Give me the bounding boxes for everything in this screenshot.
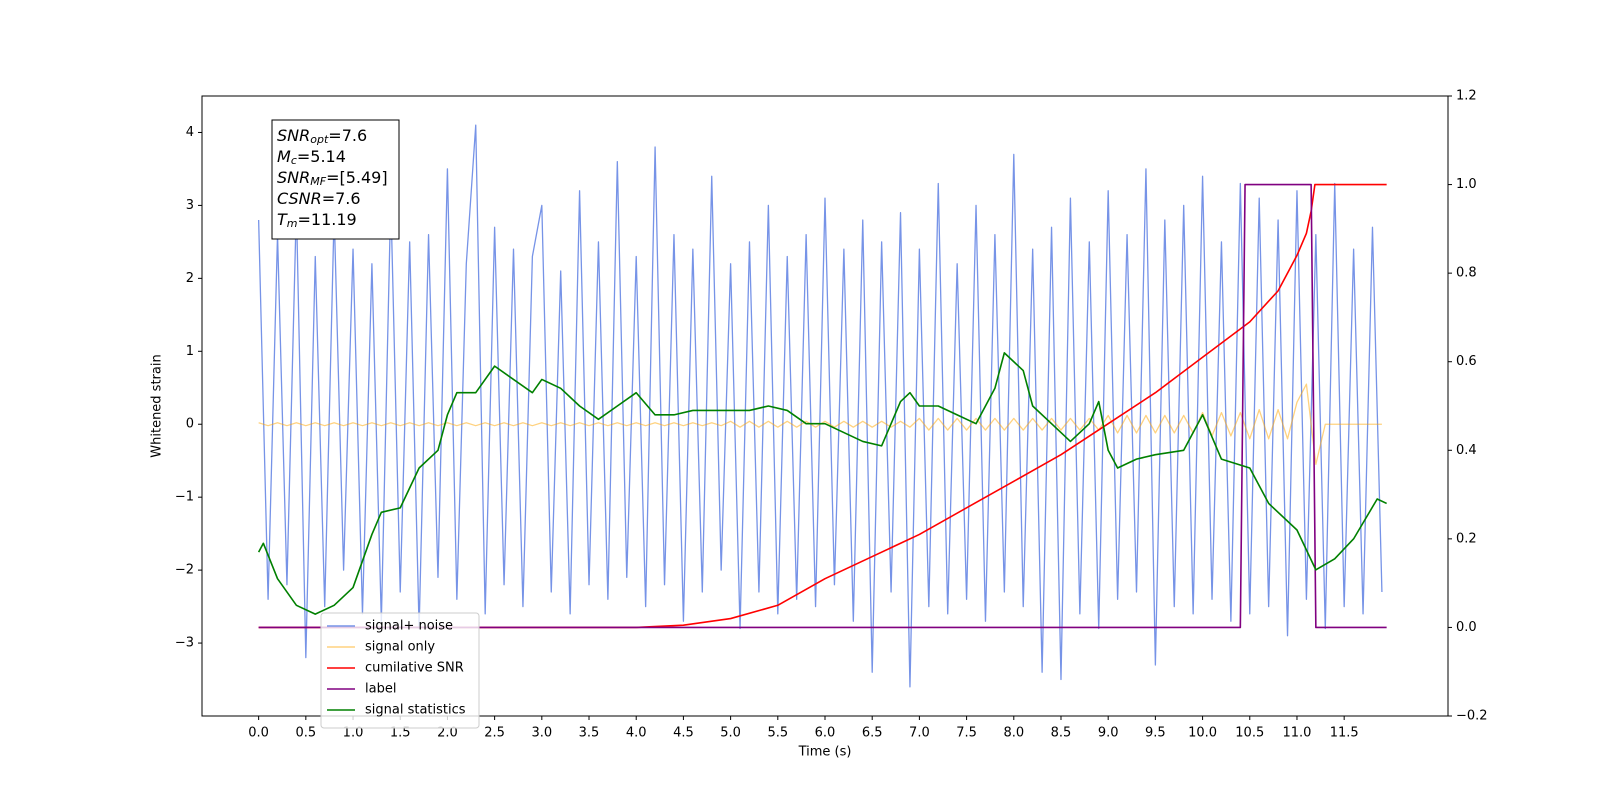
- annotation-base: SNR: [277, 126, 310, 145]
- series-line: [258, 183, 1387, 629]
- annotation-sub: c: [291, 154, 297, 167]
- legend-label: cumilative SNR: [365, 661, 464, 676]
- x-tick-label: 8.0: [1003, 726, 1024, 741]
- plot-lines: [257, 124, 1387, 688]
- annotation: CSNR=7.6: [277, 189, 361, 208]
- x-tick-label: 5.0: [720, 726, 741, 741]
- series-line: [257, 124, 1383, 688]
- x-tick-label: 10.5: [1235, 726, 1264, 741]
- x-tick-label: 5.5: [767, 726, 788, 741]
- x-tick-label: 2.0: [437, 726, 458, 741]
- annotation: SNRMF=[5.49]: [277, 168, 388, 189]
- y2-tick-label: 0.0: [1456, 620, 1477, 635]
- series-line: [258, 183, 1387, 629]
- y-tick-label: 3: [186, 198, 194, 213]
- x-tick-label: 7.0: [909, 726, 930, 741]
- x-tick-label: 10.0: [1188, 726, 1217, 741]
- y-tick-label: 2: [186, 271, 194, 286]
- annotation-base: CSNR: [277, 189, 322, 208]
- y-tick-label: −3: [175, 636, 194, 651]
- annotation-base: T: [277, 210, 288, 229]
- x-tick-label: 0.0: [248, 726, 269, 741]
- x-tick-label: 3.5: [579, 726, 600, 741]
- legend-label: label: [365, 682, 396, 697]
- annotation-sub: opt: [310, 133, 329, 146]
- y2-tick-label: −0.2: [1456, 709, 1488, 724]
- annotation-text: =7.6: [322, 189, 361, 208]
- y-tick-label: 1: [186, 344, 194, 359]
- x-tick-label: 4.5: [673, 726, 694, 741]
- annotation-text: =5.14: [297, 147, 346, 166]
- annotation-box: [271, 119, 400, 240]
- y-tick-label: 4: [186, 125, 194, 140]
- x-tick-label: 1.5: [390, 726, 411, 741]
- legend-label: signal only: [365, 640, 435, 655]
- x-tick-label: 11.0: [1282, 726, 1311, 741]
- y-tick-label: −2: [175, 563, 194, 578]
- annotation: Mc=5.14: [277, 147, 346, 168]
- x-tick-label: 1.0: [343, 726, 364, 741]
- y2-tick-label: 1.2: [1456, 89, 1477, 104]
- annotation-sub: m: [287, 217, 298, 230]
- y-tick-label: −1: [175, 490, 194, 505]
- x-tick-label: 0.5: [295, 726, 316, 741]
- y2-tick-label: 0.8: [1456, 266, 1477, 281]
- legend-box: [320, 612, 480, 729]
- x-tick-label: 2.5: [484, 726, 505, 741]
- y2-tick-label: 1.0: [1456, 177, 1477, 192]
- x-tick-label: 9.0: [1098, 726, 1119, 741]
- x-tick-label: 7.5: [956, 726, 977, 741]
- x-tick-label: 11.5: [1330, 726, 1359, 741]
- x-tick-label: 6.0: [815, 726, 836, 741]
- legend-label: signal+ noise: [365, 619, 453, 634]
- y-axis-label: Whitened strain: [150, 354, 165, 457]
- x-tick-label: 6.5: [862, 726, 883, 741]
- x-axis-label: Time (s): [798, 745, 852, 760]
- annotation-text: =7.6: [328, 126, 367, 145]
- y-tick-label: 0: [186, 417, 194, 432]
- annotation-text: =11.19: [298, 210, 357, 229]
- annotation: SNRopt=7.6: [277, 126, 367, 147]
- annotation: Tm=11.19: [277, 210, 357, 231]
- x-tick-label: 4.0: [626, 726, 647, 741]
- x-tick-label: 8.5: [1051, 726, 1072, 741]
- annotation-base: M: [277, 147, 291, 166]
- legend-label: signal statistics: [365, 703, 466, 718]
- series-line: [257, 352, 1387, 615]
- annotation-base: SNR: [277, 168, 310, 187]
- x-tick-label: 3.0: [531, 726, 552, 741]
- y2-tick-label: 0.4: [1456, 443, 1477, 458]
- x-tick-label: 9.5: [1145, 726, 1166, 741]
- annotation-sub: MF: [310, 175, 326, 188]
- y2-tick-label: 0.2: [1456, 531, 1477, 546]
- annotation-text: =[5.49]: [326, 168, 388, 187]
- y2-tick-label: 0.6: [1456, 354, 1477, 369]
